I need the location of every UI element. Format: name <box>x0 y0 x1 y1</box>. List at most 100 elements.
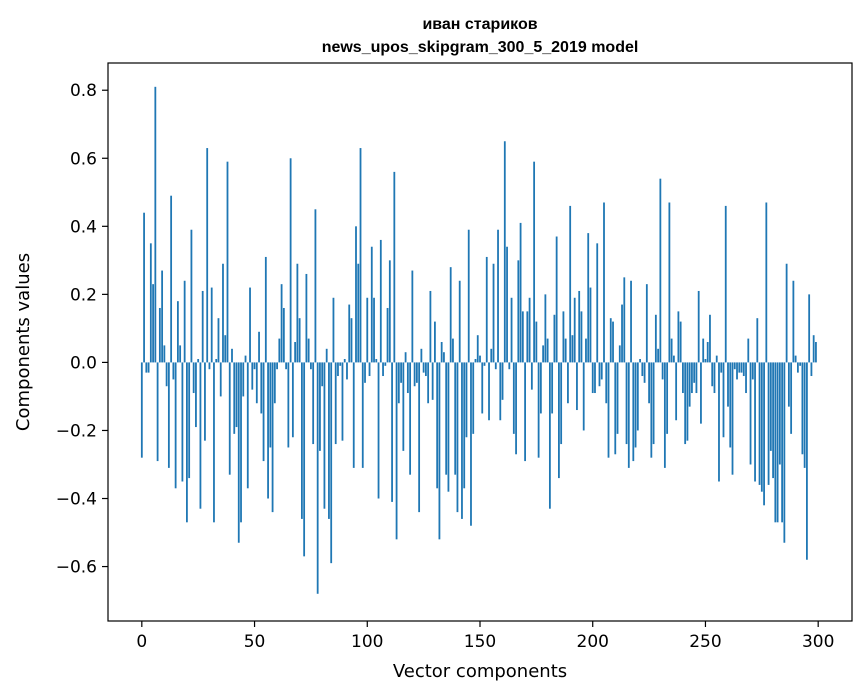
bar-component-131 <box>436 362 439 489</box>
bar-component-148 <box>474 359 477 363</box>
bar-component-276 <box>763 362 765 506</box>
bar-component-5 <box>152 284 154 363</box>
chart-title: иван стариков <box>422 16 537 33</box>
bar-component-254 <box>713 362 716 394</box>
bar-component-50 <box>253 362 256 370</box>
bar-component-18 <box>181 362 184 482</box>
bar-component-264 <box>736 362 738 380</box>
bar-component-184 <box>555 236 558 363</box>
bar-component-187 <box>562 311 565 363</box>
bar-component-270 <box>749 362 752 465</box>
bar-component-90 <box>343 359 346 363</box>
bar-component-192 <box>573 297 576 363</box>
bar-component-202 <box>596 243 599 363</box>
bar-component-88 <box>339 362 342 366</box>
bar-component-153 <box>485 256 488 363</box>
bar-component-159 <box>499 362 502 421</box>
bar-component-203 <box>598 362 601 387</box>
bar-component-22 <box>190 229 193 363</box>
bar-component-183 <box>553 314 556 363</box>
bar-component-154 <box>488 362 490 421</box>
bar-component-82 <box>325 348 328 363</box>
bar-component-219 <box>634 362 637 448</box>
bar-component-84 <box>330 362 333 564</box>
bar-component-14 <box>172 362 175 380</box>
bar-component-62 <box>280 284 283 363</box>
bar-component-70 <box>298 318 301 363</box>
bar-component-95 <box>355 226 357 363</box>
bar-component-255 <box>715 355 718 363</box>
bar-component-150 <box>479 355 481 363</box>
bar-component-130 <box>434 321 436 363</box>
bar-component-133 <box>440 342 443 363</box>
bar-component-69 <box>296 263 299 363</box>
bar-component-11 <box>165 362 168 387</box>
bar-component-71 <box>300 362 303 519</box>
y-axis-ticks: −0.6 −0.4 −0.2 0.0 0.2 0.4 0.6 0.8 <box>56 81 108 578</box>
bar-component-93 <box>350 318 353 363</box>
bar-component-80 <box>321 362 324 387</box>
bar-component-233 <box>666 362 669 434</box>
bar-component-280 <box>772 362 774 479</box>
bar-component-94 <box>352 362 355 468</box>
bar-component-237 <box>675 362 678 421</box>
bar-component-199 <box>589 287 592 363</box>
bar-component-91 <box>346 362 348 380</box>
bar-component-67 <box>291 362 294 438</box>
bar-component-291 <box>796 362 799 373</box>
bar-component-287 <box>787 362 790 407</box>
bar-component-266 <box>740 362 743 373</box>
bar-component-244 <box>691 362 693 394</box>
y-axis-label: Components values <box>13 253 34 431</box>
x-tick-label: 200 <box>577 632 609 652</box>
bar-component-216 <box>627 362 630 468</box>
bar-component-272 <box>754 362 756 482</box>
bar-component-181 <box>548 362 551 509</box>
x-axis-ticks: 0 50 100 150 200 250 300 <box>136 621 834 652</box>
bar-component-295 <box>806 362 808 560</box>
bar-component-268 <box>745 362 747 394</box>
bar-component-75 <box>310 362 312 370</box>
bar-component-113 <box>395 362 398 540</box>
bar-component-136 <box>447 362 450 492</box>
bar-component-245 <box>693 362 696 383</box>
bar-component-158 <box>497 229 499 363</box>
bar-component-290 <box>794 355 797 363</box>
bar-component-111 <box>391 362 393 502</box>
y-tick-label: −0.2 <box>56 421 97 441</box>
bar-component-178 <box>542 345 545 363</box>
bar-component-109 <box>386 307 389 363</box>
bar-component-118 <box>406 362 409 394</box>
bar-component-289 <box>792 280 795 363</box>
bar-component-27 <box>201 290 204 363</box>
bar-component-29 <box>206 148 209 363</box>
bar-component-147 <box>472 362 475 434</box>
bar-component-293 <box>801 362 804 455</box>
bar-component-39 <box>228 362 231 475</box>
bar-component-180 <box>546 338 549 363</box>
bar-component-257 <box>720 362 723 373</box>
bar-component-230 <box>659 178 662 363</box>
bar-component-227 <box>652 362 655 445</box>
bar-component-104 <box>375 359 378 363</box>
bar-component-60 <box>276 362 278 370</box>
bar-component-248 <box>700 362 702 424</box>
bar-component-40 <box>231 348 233 363</box>
chart-subtitle: news_upos_skipgram_300_5_2019 model <box>322 39 639 56</box>
bar-component-275 <box>760 362 763 492</box>
bar-component-117 <box>404 352 407 363</box>
bar-component-55 <box>264 256 267 363</box>
bar-component-20 <box>186 362 188 523</box>
bar-component-200 <box>591 362 594 394</box>
bar-component-23 <box>192 362 195 394</box>
bar-component-262 <box>731 362 734 475</box>
bar-component-114 <box>397 362 400 404</box>
bar-component-285 <box>783 362 786 543</box>
bar-component-179 <box>544 294 547 363</box>
bar-component-243 <box>688 362 691 407</box>
bar-component-196 <box>582 362 585 431</box>
bar-component-53 <box>260 362 263 414</box>
bar-component-296 <box>808 294 811 363</box>
bar-component-145 <box>467 229 470 363</box>
bar-component-85 <box>332 297 335 363</box>
